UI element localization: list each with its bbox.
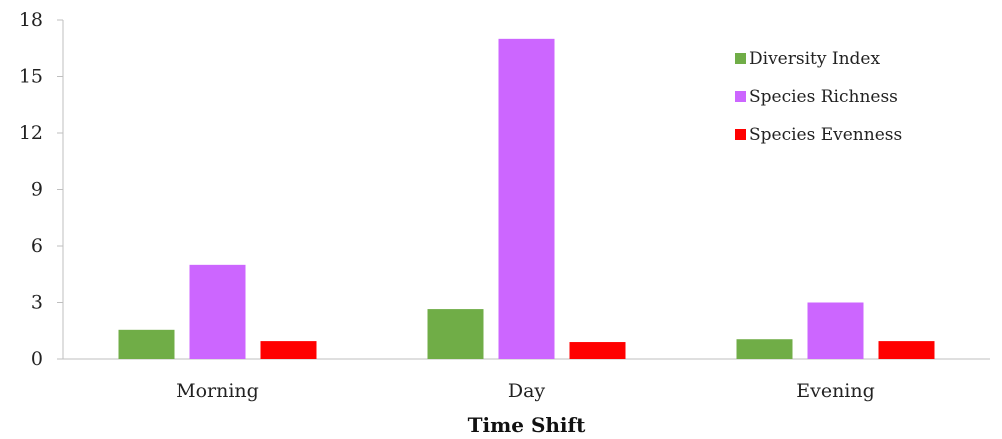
bar-species-richness-evening: [807, 302, 864, 359]
bar-species-richness-day: [498, 38, 555, 359]
bar-diversity-index-day: [427, 309, 484, 359]
legend-label: Species Richness: [749, 87, 898, 107]
bar-diversity-index-evening: [736, 339, 793, 359]
x-category-label: Day: [508, 380, 546, 402]
bars: [118, 38, 935, 359]
legend-swatch: [735, 91, 746, 102]
bar-diversity-index-morning: [118, 329, 175, 359]
x-axis-categories: Morning Day Evening: [176, 380, 875, 402]
y-tick-label: 15: [19, 66, 43, 88]
legend-swatch: [735, 53, 746, 64]
bar-species-evenness-evening: [878, 341, 935, 359]
y-axis-ticks: 0 3 6 9 12 15 18: [19, 9, 63, 370]
legend-label: Diversity Index: [749, 49, 880, 69]
legend-swatch: [735, 129, 746, 140]
legend-label: Species Evenness: [749, 125, 902, 145]
bar-species-evenness-morning: [260, 341, 317, 359]
x-category-label: Evening: [796, 380, 875, 402]
y-tick-label: 12: [19, 122, 43, 144]
legend: Diversity Index Species Richness Species E…: [735, 49, 902, 145]
y-tick-label: 3: [31, 292, 43, 314]
bar-species-evenness-day: [569, 342, 626, 359]
y-tick-label: 6: [31, 235, 43, 257]
y-tick-label: 0: [31, 348, 43, 370]
y-tick-label: 18: [19, 9, 43, 31]
y-tick-label: 9: [31, 179, 43, 201]
bar-species-richness-morning: [189, 264, 246, 359]
x-category-label: Morning: [176, 380, 259, 402]
x-axis-title: Time Shift: [468, 413, 587, 437]
